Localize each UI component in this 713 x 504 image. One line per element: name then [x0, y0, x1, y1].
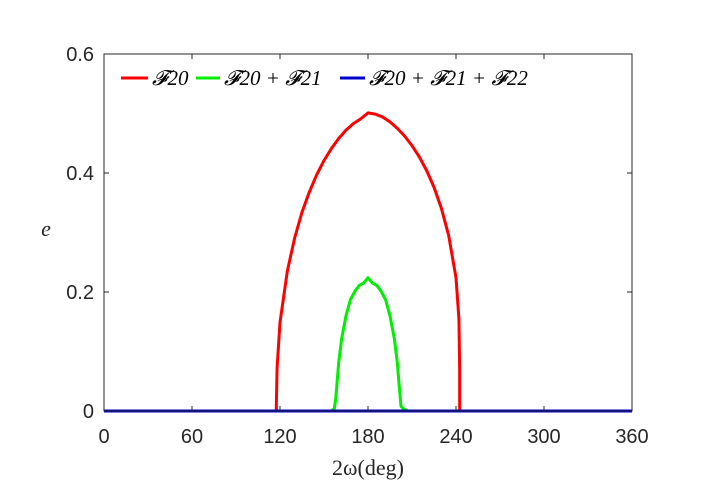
x-tick-label: 360: [615, 426, 648, 448]
x-tick-label: 300: [527, 426, 560, 448]
ticks-layer: 0 60 120 180 240 300 360 0 0.2 0.4 0.6: [66, 44, 649, 448]
plot-area-background: [104, 54, 632, 411]
x-tick-label: 120: [263, 426, 296, 448]
x-axis-label: 2ω(deg): [332, 455, 404, 480]
y-tick-label: 0.6: [66, 44, 94, 66]
y-axis-label: e: [41, 216, 51, 241]
legend-label-f20-f21: 𝓕20 + 𝓕21: [224, 66, 322, 90]
x-tick-label: 180: [351, 426, 384, 448]
series-line-1: [104, 276, 632, 413]
x-tick-label: 240: [439, 426, 472, 448]
y-tick-label: 0.4: [66, 163, 94, 185]
legend: 𝓕20 𝓕20 + 𝓕21 𝓕20 + 𝓕21 + 𝓕22: [121, 66, 528, 90]
series-line-0: [104, 111, 632, 413]
y-tick-label: 0.2: [66, 282, 94, 304]
y-tick-label: 0: [83, 401, 94, 423]
x-tick-label: 0: [98, 426, 109, 448]
x-tick-label: 60: [181, 426, 203, 448]
legend-label-f20: 𝓕20: [152, 66, 189, 90]
legend-label-f20-f21-f22: 𝓕20 + 𝓕21 + 𝓕22: [369, 66, 528, 90]
